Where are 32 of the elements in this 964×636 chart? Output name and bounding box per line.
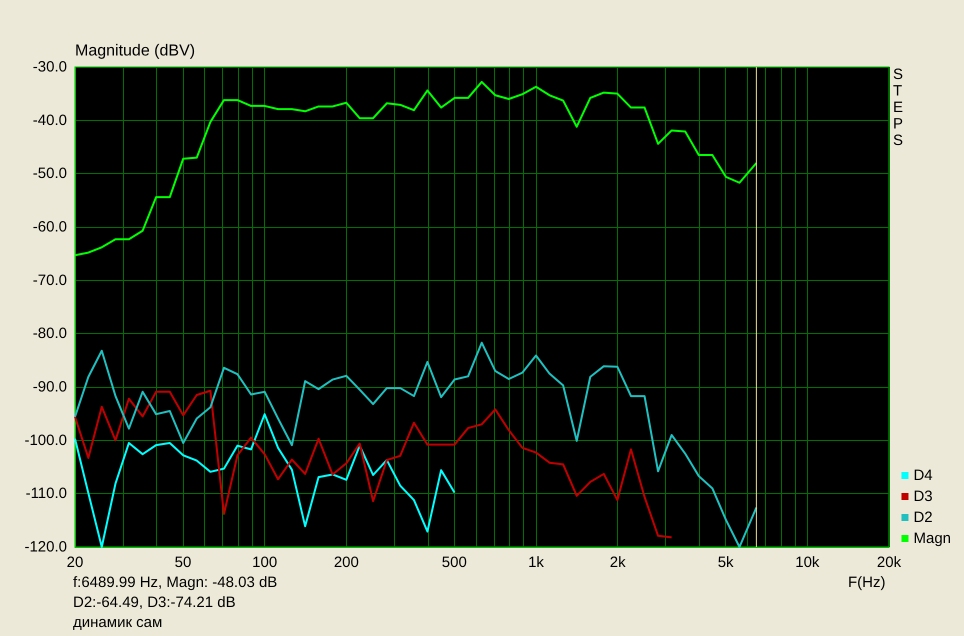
legend-label: D4 <box>913 467 933 484</box>
line-series <box>74 413 456 548</box>
y-tick-label: -90.0 <box>32 378 67 396</box>
y-tick-label: -110.0 <box>26 485 67 502</box>
text: динамик сам <box>73 614 162 631</box>
y-tick-label: -80.0 <box>32 325 67 342</box>
y-tick-label: -120.0 <box>24 538 67 556</box>
y-tick-label: -50.0 <box>32 165 67 182</box>
legend-label: D2 <box>913 509 933 526</box>
x-tick-label: 200 <box>334 554 359 571</box>
x-tick-label: 50 <box>174 554 192 571</box>
y-tick-label: -30.0 <box>32 58 67 76</box>
legend-label: Magn <box>913 530 952 547</box>
text: f:6489.99 Hz, Magn: -48.03 dB <box>73 574 278 591</box>
y-tick-label: -40.0 <box>32 112 67 129</box>
y-axis-title: Magnitude (dBV) <box>75 42 196 60</box>
text: STEPS <box>893 66 904 149</box>
x-tick-label: 500 <box>442 554 467 571</box>
y-tick-label: -60.0 <box>32 218 67 236</box>
line-series <box>74 390 673 538</box>
legend-label: D3 <box>913 488 933 505</box>
x-tick-label: 20 <box>66 554 84 571</box>
text: D2:-64.49, D3:-74.21 dB <box>73 594 236 611</box>
x-tick-label: 10k <box>795 554 820 571</box>
y-tick-label: -70.0 <box>32 272 67 289</box>
x-tick-label: 1k <box>528 554 544 571</box>
x-tick-label: 5k <box>718 554 734 571</box>
x-tick-label: 20k <box>876 554 902 571</box>
x-tick-label: 2k <box>610 554 626 571</box>
x-tick-label: 100 <box>252 554 278 571</box>
x-axis-title: F(Hz) <box>848 574 886 591</box>
y-tick-label: -100.0 <box>24 432 67 449</box>
